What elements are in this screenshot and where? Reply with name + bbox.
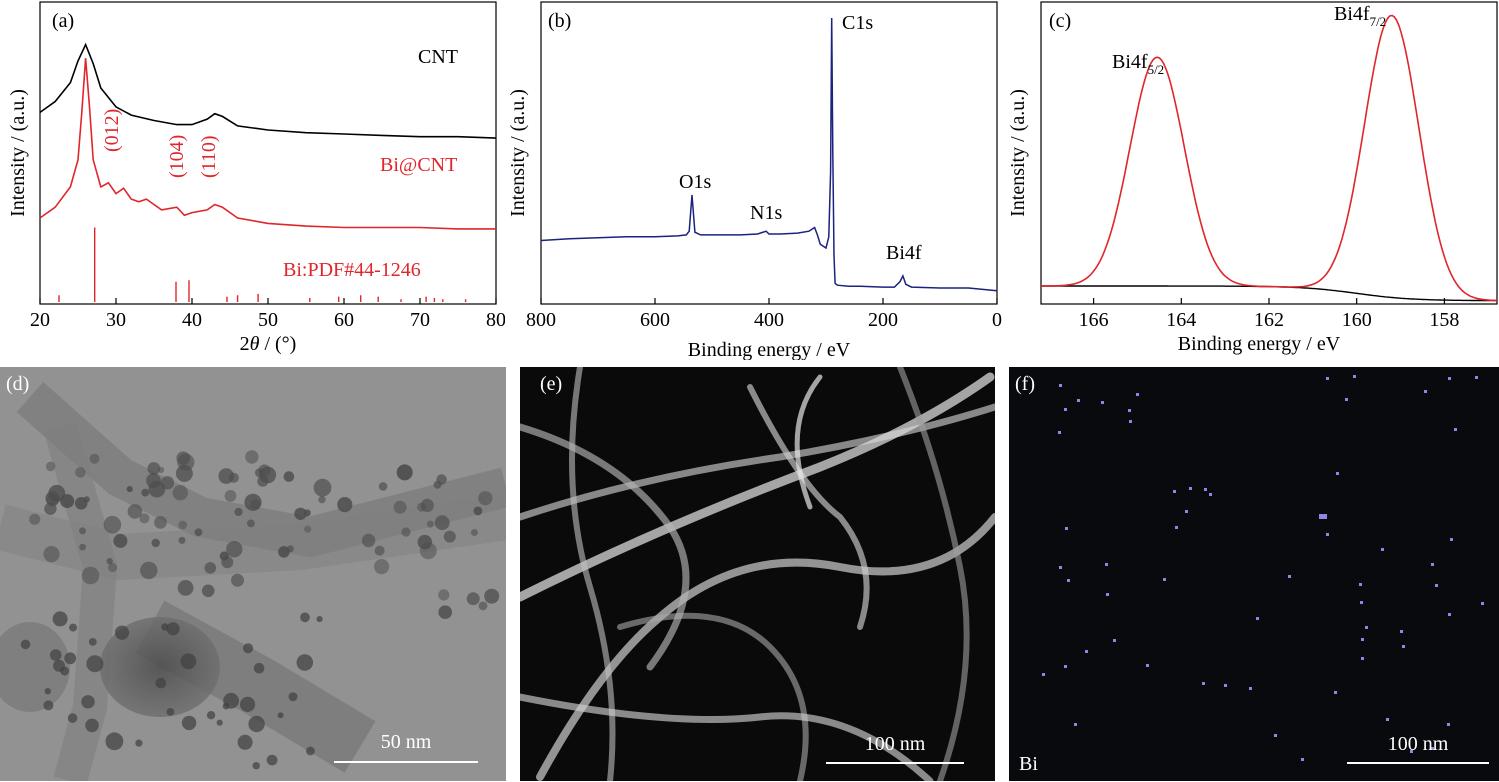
scale-label-d: 50 nm (380, 731, 432, 753)
xps-survey-chart: 800 600 400 200 0 (b) C1s O1s N1s Bi4f Inten… (507, 1, 1002, 360)
x-tick-label: 160 (1342, 309, 1372, 331)
x-tick-label: 800 (526, 309, 556, 331)
plot-frame-b (540, 1, 998, 305)
peak-label-104: (104) (166, 135, 188, 178)
bi4f-label: Bi4f (886, 242, 922, 264)
peak-label-012: (012) (101, 109, 123, 152)
panel-label-a: (a) (52, 10, 74, 32)
x-ticks-b: 800 600 400 200 0 (526, 298, 1002, 331)
o1s-label: O1s (679, 171, 711, 193)
x-tick-label: 60 (334, 309, 354, 331)
tem-image: (d) 50 nm (0, 367, 506, 781)
x-tick-label: 600 (640, 309, 670, 331)
x-tick-label: 162 (1254, 309, 1284, 331)
x-tick-label: 164 (1166, 309, 1196, 331)
x-tick-label: 158 (1429, 309, 1459, 331)
x-tick-label: 0 (992, 309, 1002, 331)
y-axis-label-c: Intensity / (a.u.) (1007, 89, 1029, 217)
x-tick-label: 166 (1079, 309, 1109, 331)
panel-label-d: (d) (6, 373, 30, 395)
scale-label-f: 100 nm (1387, 733, 1449, 755)
panel-label-e: (e) (540, 373, 563, 395)
panel-label-f: (f) (1015, 373, 1035, 395)
bi-element-map: (f) Bi 100 nm (1009, 367, 1499, 781)
y-axis-label-a: Intensity / (a.u.) (7, 89, 29, 217)
nanoparticles (20, 450, 500, 770)
xrd-chart: 20 30 40 50 60 70 80 (a) CNT Bi@CNT Bi:PDF#44-… (7, 1, 505, 355)
xps-bi4f-chart: 166 164 162 160 158 (c) Bi4f5/2 Bi4f7/2 Inte… (1007, 1, 1498, 355)
scale-bar-e (826, 762, 964, 764)
n1s-label: N1s (750, 202, 782, 224)
bicnt-legend: Bi@CNT (380, 154, 457, 176)
panel-label-b: (b) (548, 10, 571, 32)
bi4f52-label: Bi4f5/2 (1112, 51, 1164, 77)
scale-bar-d (334, 761, 478, 763)
tem-texture (0, 367, 506, 781)
x-tick-label: 30 (106, 309, 126, 331)
element-label-bi: Bi (1019, 753, 1038, 775)
x-axis-label-a: 2θ / (°) (240, 333, 297, 355)
scale-label-e: 100 nm (864, 733, 926, 755)
reference-legend: Bi:PDF#44-1246 (283, 259, 421, 281)
xps-survey-line (540, 17, 998, 292)
x-tick-label: 80 (486, 309, 505, 331)
panel-label-c: (c) (1049, 10, 1071, 32)
x-axis-label-c: Binding energy / eV (1178, 333, 1341, 355)
bi4f-fit-line (1041, 14, 1497, 302)
haadf-texture (520, 367, 995, 781)
bicnt-xrd-line (39, 58, 496, 230)
x-tick-label: 400 (754, 309, 784, 331)
haadf-image: (e) 100 nm (520, 367, 995, 781)
y-axis-label-b: Intensity / (a.u.) (507, 89, 529, 217)
c1s-label: C1s (842, 12, 873, 34)
x-ticks-a: 20 30 40 50 60 70 80 (30, 298, 505, 331)
x-ticks-c: 166 164 162 160 158 (1079, 298, 1459, 331)
scale-bar-f (1347, 762, 1489, 764)
bi4f72-label: Bi4f7/2 (1334, 3, 1386, 29)
x-tick-label: 200 (868, 309, 898, 331)
x-axis-label-b: Binding energy / eV (688, 339, 851, 360)
x-tick-label: 40 (182, 309, 202, 331)
x-tick-label: 20 (30, 309, 50, 331)
x-tick-label: 50 (258, 309, 278, 331)
cnt-legend: CNT (418, 46, 458, 68)
cnt-xrd-line (39, 42, 497, 139)
peak-label-110: (110) (198, 135, 220, 178)
reference-pattern-bars (58, 227, 467, 302)
x-tick-label: 70 (410, 309, 430, 331)
plot-frame-c (1040, 1, 1498, 305)
bi-map-dots (1042, 375, 1484, 761)
